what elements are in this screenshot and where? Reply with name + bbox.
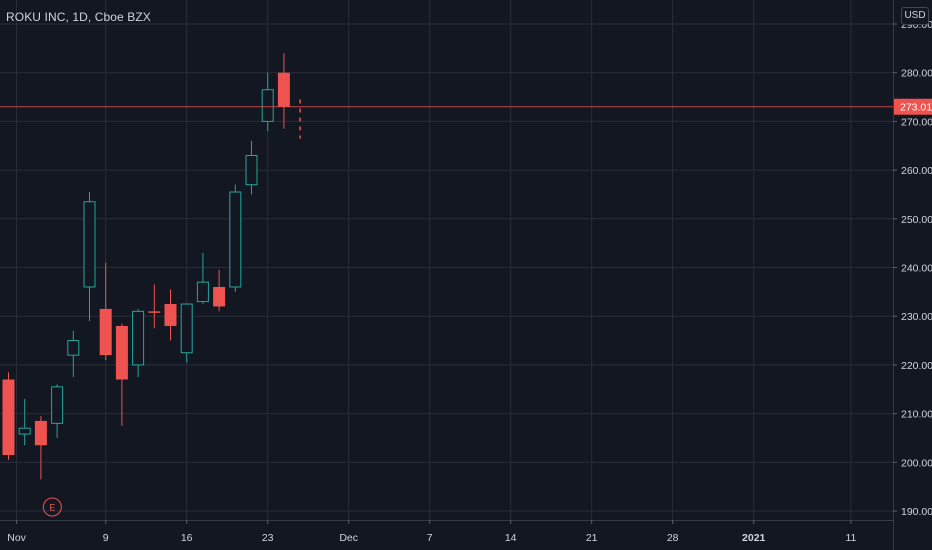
time-tick-label: 9 xyxy=(103,532,109,544)
earnings-marker-label: E xyxy=(49,503,55,513)
price-tick-label: 250.00 xyxy=(901,214,932,226)
price-tick-label: 240.00 xyxy=(901,263,932,275)
price-tick-label: 210.00 xyxy=(901,409,932,421)
candle-body-up[interactable] xyxy=(261,89,274,122)
time-axis[interactable]: Nov 9 16 23 Dec 7 14 21 28 2021 11 xyxy=(0,520,893,550)
candlestick-series[interactable] xyxy=(2,53,301,480)
price-tick-label: 280.00 xyxy=(901,68,932,80)
candle-body-down[interactable] xyxy=(2,379,15,455)
price-axis[interactable]: 190.00 200.00 210.00 220.00 230.00 240.00 250.… xyxy=(893,0,932,550)
time-tick-label: 28 xyxy=(667,532,679,544)
candle-body-up[interactable] xyxy=(245,154,258,186)
candle-body-up[interactable] xyxy=(229,191,242,288)
earnings-marker-icon[interactable] xyxy=(42,497,62,517)
candle-body-down[interactable] xyxy=(148,311,161,313)
candle-body-up[interactable] xyxy=(180,303,193,354)
time-tick-label: Dec xyxy=(339,532,358,544)
currency-badge[interactable]: USD xyxy=(901,7,929,25)
time-axis-background xyxy=(0,520,893,550)
candle-body-down[interactable] xyxy=(115,325,128,380)
candle-body-up[interactable] xyxy=(67,340,80,356)
candle-body-up[interactable] xyxy=(83,201,96,288)
time-tick-label: 11 xyxy=(845,532,856,544)
last-price-badge xyxy=(894,98,932,115)
candle-body-down[interactable] xyxy=(213,286,226,307)
event-markers[interactable]: E xyxy=(42,497,62,517)
candle-body-down[interactable] xyxy=(99,308,112,356)
candle-body-down[interactable] xyxy=(34,420,47,446)
candle-body-up[interactable] xyxy=(196,281,209,303)
price-tick-label: 200.00 xyxy=(901,457,932,469)
time-tick-label: Nov xyxy=(7,532,26,544)
candle-body-down[interactable] xyxy=(277,72,290,107)
price-tick-label: 190.00 xyxy=(901,506,932,518)
time-tick-label: 14 xyxy=(505,532,517,544)
symbol-title[interactable]: ROKU INC, 1D, Cboe BZX xyxy=(6,10,151,24)
time-tick-label: 21 xyxy=(586,532,598,544)
time-tick-label: 7 xyxy=(427,532,433,544)
candle-body-down[interactable] xyxy=(164,304,177,326)
price-tick-label: 270.00 xyxy=(901,116,932,128)
time-tick-label: 23 xyxy=(262,532,274,544)
candle-body-up[interactable] xyxy=(132,310,145,366)
candle-body-up[interactable] xyxy=(18,427,31,435)
price-axis-background xyxy=(893,0,932,550)
price-tick-label: 220.00 xyxy=(901,360,932,372)
candle-body-up[interactable] xyxy=(51,386,64,424)
time-tick-label: 16 xyxy=(181,532,193,544)
last-price-label: 273.01 xyxy=(900,102,932,114)
price-tick-label: 260.00 xyxy=(901,165,932,177)
price-tick-label: 230.00 xyxy=(901,311,932,323)
time-tick-label: 2021 xyxy=(742,532,766,544)
